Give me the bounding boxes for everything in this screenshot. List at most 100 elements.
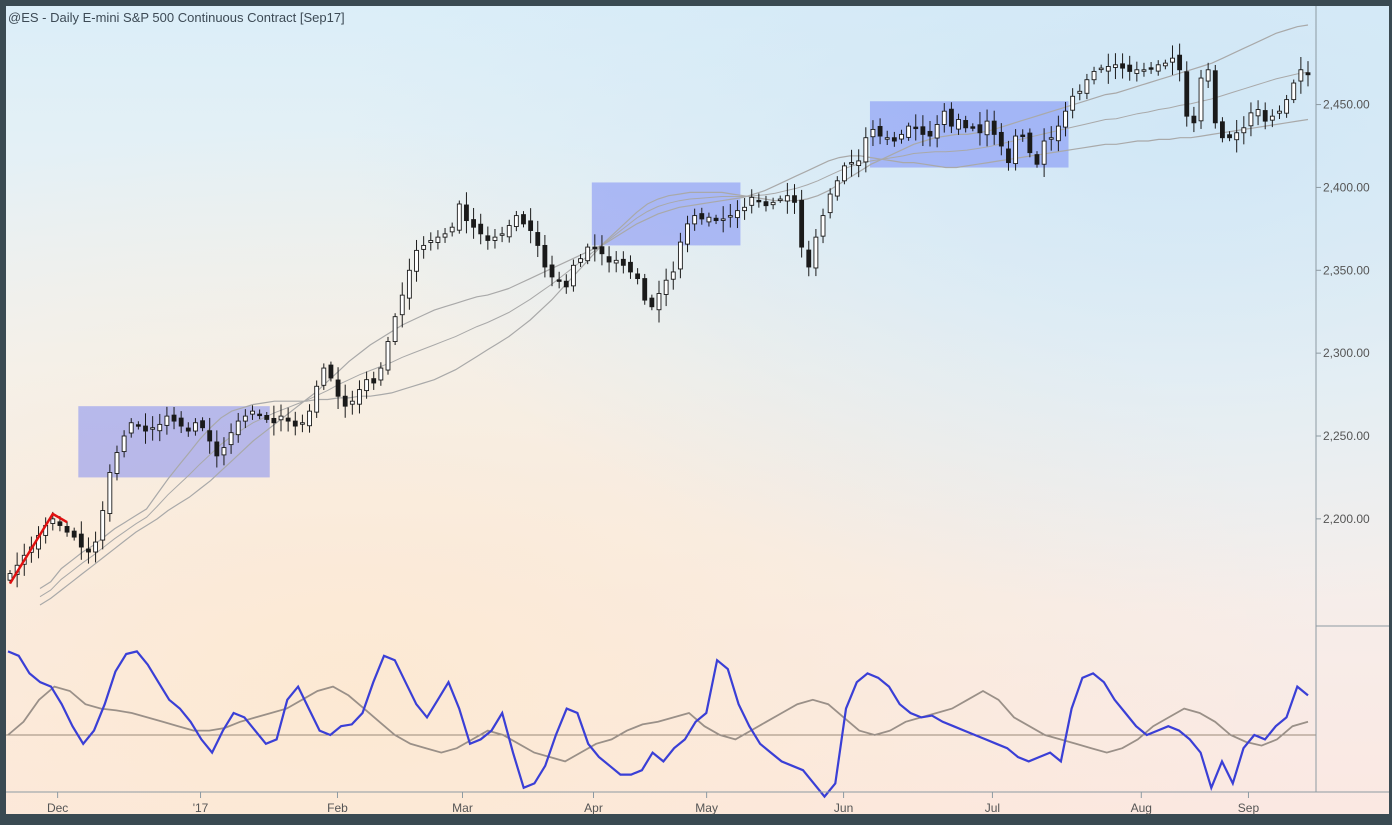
candle-body (792, 195, 797, 203)
candle-body (499, 233, 505, 236)
candle-body (257, 413, 263, 417)
candle-body (506, 225, 512, 238)
candle-body (620, 258, 626, 266)
x-tick-label: Dec (47, 801, 68, 815)
candle-body (1041, 140, 1047, 165)
candle-body (521, 214, 526, 225)
candle-body (542, 244, 548, 268)
candle-body (50, 518, 56, 524)
candle-body (1248, 112, 1254, 127)
time-axis: Dec '17 Feb Mar Apr May Jun Jul Aug Sep (47, 792, 1259, 815)
trend-annotation-line (8, 512, 68, 585)
candle-body (827, 193, 833, 214)
candle-body (998, 131, 1004, 147)
candle-body (592, 246, 598, 250)
candle-body (706, 216, 712, 223)
candle-body (970, 126, 976, 129)
candle-body (884, 137, 890, 140)
candle-body (1291, 82, 1297, 101)
candle-body (720, 218, 726, 221)
lower-band-line (39, 118, 1309, 606)
candle-body (1277, 110, 1282, 114)
candle-body (642, 278, 648, 301)
candle-body (264, 415, 270, 420)
candle-body (414, 249, 419, 272)
candle-body (984, 120, 990, 136)
candle-body (763, 201, 769, 207)
candle-body (100, 510, 106, 541)
candle-body (948, 108, 954, 127)
candle-body (207, 430, 213, 442)
x-tick-label: Sep (1238, 801, 1260, 815)
candle-body (399, 294, 405, 316)
candle-body (364, 379, 370, 392)
candle-body (1227, 134, 1232, 139)
candle-body (991, 120, 997, 135)
candle-body (635, 273, 641, 280)
candle-body (956, 119, 961, 130)
candle-body (135, 424, 141, 427)
candle-body (328, 364, 334, 379)
candle-body (335, 379, 341, 397)
candle-body (756, 199, 762, 203)
x-tick-label: Mar (452, 801, 473, 815)
candle-body (1284, 99, 1290, 114)
candle-body (157, 423, 163, 432)
candle-body (692, 215, 698, 225)
candle-body (649, 297, 655, 308)
candle-body (1077, 90, 1083, 94)
candle-body (813, 236, 819, 269)
candle-body (1127, 64, 1133, 72)
candle-body (963, 120, 969, 129)
candle-body (1063, 110, 1068, 128)
candle-body (742, 206, 747, 212)
candle-body (456, 203, 462, 231)
candle-body (164, 415, 170, 426)
candle-body (1262, 110, 1268, 122)
candle-body (57, 521, 63, 526)
chart-title: @ES - Daily E-mini S&P 500 Continuous Co… (8, 10, 345, 25)
candle-body (563, 280, 569, 288)
candle-body (578, 258, 583, 263)
candle-body (877, 125, 883, 137)
price-axis: 2,200.00 2,250.00 2,300.00 2,350.00 2,400.00… (1316, 98, 1370, 526)
candle-body (1141, 69, 1147, 72)
candle-body (1162, 62, 1168, 67)
candle-body (378, 367, 384, 381)
x-tick-label: Feb (327, 801, 348, 815)
candle-body (699, 213, 705, 220)
candle-body (799, 199, 805, 248)
candle-body (1113, 64, 1118, 68)
candle-body (906, 125, 912, 138)
candle-body (920, 126, 926, 135)
y-tick-label: 2,400.00 (1323, 180, 1370, 194)
candle-body (977, 124, 983, 134)
candle-body (449, 226, 455, 233)
candle-body (934, 124, 940, 139)
x-tick-label: May (695, 801, 718, 815)
candle-body (242, 415, 248, 422)
candle-body (1134, 69, 1140, 74)
candle-body (214, 441, 220, 457)
candle-body (735, 210, 740, 219)
candle-body (613, 259, 619, 264)
candle-body (1091, 70, 1097, 81)
candle-body (849, 162, 854, 165)
candle-body (1105, 66, 1111, 72)
candle-body (299, 422, 305, 425)
candle-body (314, 385, 320, 413)
candle-body (1084, 79, 1090, 94)
candle-body (143, 425, 148, 432)
candle-body (1170, 57, 1175, 63)
candle-body (321, 367, 327, 386)
candle-body (770, 201, 776, 206)
annotations (8, 512, 68, 585)
candle-body (128, 422, 134, 434)
candle-body (1177, 54, 1183, 71)
candle-body (1191, 115, 1197, 124)
candle-body (185, 427, 191, 432)
candle-body (1013, 135, 1019, 165)
candle-body (107, 472, 113, 515)
